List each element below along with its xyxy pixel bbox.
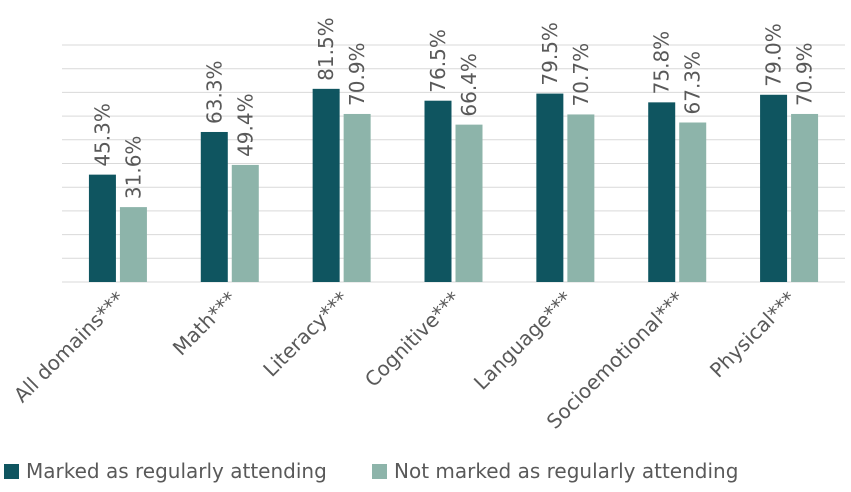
bar [88,174,116,282]
data-label: 76.5% [426,29,450,93]
x-tick-label: Language*** [469,287,577,395]
data-label: 45.3% [90,103,114,167]
bar [119,207,147,282]
data-label: 70.9% [345,42,369,106]
legend-item-not-regularly-attending: Not marked as regularly attending [372,459,738,483]
bar [312,88,340,282]
bar [343,113,371,282]
data-label: 49.4% [233,93,257,157]
x-tick-label: All domains*** [9,287,130,408]
bar [791,113,819,282]
category-labels: All domains*** Math*** Literacy*** Cognitiv… [9,287,801,434]
x-tick-label: Literacy*** [258,287,353,382]
x-tick-label: Math*** [168,287,242,361]
data-label: 31.6% [121,136,145,200]
bar [536,93,564,283]
bar [760,94,788,283]
bar [455,124,483,282]
bar [648,102,676,282]
legend: Marked as regularly attending Not marked… [0,455,851,491]
bar [200,131,228,282]
data-label: 66.4% [457,53,481,117]
bars [88,88,819,283]
bar [567,114,595,282]
legend-swatch-not-regularly-attending [372,463,387,479]
data-label: 70.7% [569,43,593,107]
data-label: 63.3% [202,60,226,124]
legend-label-not-regularly-attending: Not marked as regularly attending [394,459,739,483]
bar-chart: 45.3% 31.6% 63.3% 49.4% 81.5% 70.9% 76.5% 66.4%… [9,17,845,434]
x-tick-label: Cognitive*** [360,287,465,392]
bar [424,100,452,282]
data-label: 79.5% [538,22,562,86]
legend-label-regularly-attending: Marked as regularly attending [26,459,327,483]
data-label: 79.0% [762,23,786,87]
data-label: 67.3% [681,51,705,115]
x-tick-label: Physical*** [705,287,801,383]
gridlines [62,44,845,283]
legend-swatch-regularly-attending [4,463,19,479]
value-labels: 45.3% 31.6% 63.3% 49.4% 81.5% 70.9% 76.5% 66.4%… [90,17,816,199]
bar [679,122,707,283]
legend-item-regularly-attending: Marked as regularly attending [4,459,327,483]
data-label: 81.5% [314,17,338,81]
data-label: 75.8% [650,31,674,95]
data-label: 70.9% [793,42,817,106]
bar [231,164,259,282]
